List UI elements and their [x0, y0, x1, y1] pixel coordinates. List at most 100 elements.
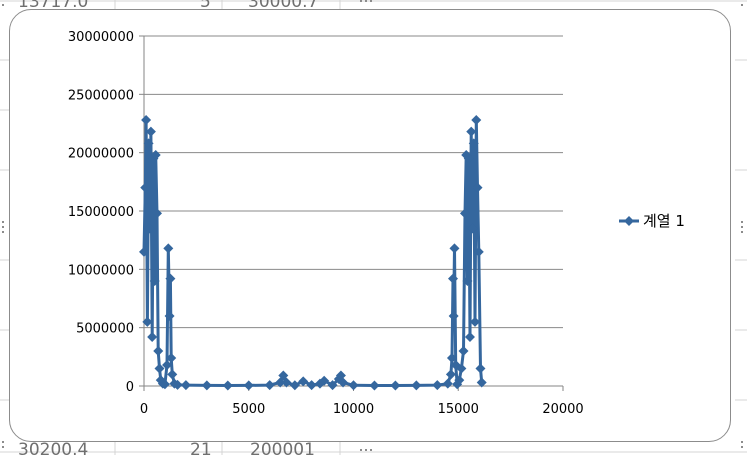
data-point-marker[interactable] [165, 273, 176, 284]
data-point-marker[interactable] [140, 182, 151, 193]
data-point-marker[interactable] [369, 380, 380, 391]
data-point-marker[interactable] [275, 377, 286, 388]
data-point-marker[interactable] [201, 380, 212, 391]
data-point-marker[interactable] [144, 223, 155, 234]
data-point-marker[interactable] [338, 377, 349, 388]
cell-value[interactable]: 21 [190, 440, 212, 455]
data-point-marker[interactable] [145, 126, 156, 137]
y-axis-ticks: 0 5000000 10000000 15000000 20000000 25000000… [68, 30, 144, 395]
data-point-marker[interactable] [281, 377, 292, 388]
data-point-marker[interactable] [348, 380, 359, 391]
data-point-marker[interactable] [448, 273, 459, 284]
resize-handle[interactable] [360, 0, 362, 2]
gridlines [144, 35, 563, 387]
y-tick-label: 30000000 [68, 30, 134, 45]
resize-handle[interactable] [741, 441, 743, 443]
data-point-marker[interactable] [471, 115, 482, 125]
data-point-marker[interactable] [264, 380, 275, 391]
data-point-marker[interactable] [411, 380, 422, 391]
resize-handle[interactable] [370, 0, 372, 2]
data-point-marker[interactable] [458, 346, 469, 356]
data-point-marker[interactable] [464, 332, 475, 342]
data-point-marker[interactable] [143, 138, 154, 149]
data-point-marker[interactable] [166, 353, 177, 363]
data-point-marker[interactable] [167, 369, 178, 380]
legend-marker-icon [619, 215, 639, 226]
resize-handle[interactable] [741, 231, 743, 233]
data-point-marker[interactable] [449, 243, 460, 254]
data-point-marker[interactable] [454, 375, 465, 386]
data-point-marker[interactable] [470, 316, 481, 327]
data-point-marker[interactable] [147, 332, 158, 342]
data-point-marker[interactable] [139, 246, 149, 257]
data-point-marker[interactable] [327, 380, 338, 391]
resize-handle[interactable] [365, 449, 367, 451]
x-tick-label: 15000 [438, 402, 479, 417]
data-point-marker[interactable] [141, 115, 152, 125]
cell-value[interactable]: 30200.4 [18, 440, 88, 455]
data-point-marker[interactable] [390, 380, 401, 391]
data-point-marker[interactable] [456, 363, 467, 374]
y-tick-label: 10000000 [68, 263, 134, 278]
data-point-marker[interactable] [289, 380, 300, 391]
data-point-marker[interactable] [298, 376, 309, 387]
data-point-marker[interactable] [150, 150, 161, 160]
data-point-marker[interactable] [278, 370, 289, 381]
data-point-marker[interactable] [459, 208, 470, 219]
data-point-marker[interactable] [472, 182, 483, 193]
data-point-marker[interactable] [462, 276, 473, 286]
data-point-marker[interactable] [319, 375, 330, 386]
chart-area[interactable] [9, 9, 731, 442]
data-point-marker[interactable] [468, 138, 479, 149]
data-point-marker[interactable] [463, 153, 474, 164]
data-point-marker[interactable] [306, 380, 317, 391]
data-point-marker[interactable] [432, 380, 443, 391]
data-point-marker[interactable] [467, 223, 478, 234]
data-point-marker[interactable] [153, 346, 164, 356]
x-tick-label: 10000 [333, 402, 374, 417]
resize-handle[interactable] [2, 446, 4, 448]
resize-handle[interactable] [2, 441, 4, 443]
resize-handle[interactable] [2, 4, 4, 6]
resize-handle[interactable] [741, 446, 743, 448]
data-point-marker[interactable] [154, 363, 165, 374]
cell-value[interactable]: 200001 [250, 440, 315, 455]
data-point-marker[interactable] [142, 316, 153, 327]
data-point-marker[interactable] [172, 379, 183, 390]
data-point-marker[interactable] [222, 380, 233, 391]
data-point-marker[interactable] [164, 311, 175, 321]
data-point-marker[interactable] [162, 360, 173, 370]
data-point-marker[interactable] [159, 379, 170, 390]
data-point-marker[interactable] [180, 380, 191, 391]
data-point-marker[interactable] [475, 363, 486, 374]
data-point-marker[interactable] [445, 369, 456, 380]
data-point-marker[interactable] [446, 353, 457, 363]
series-line[interactable] [142, 118, 484, 387]
resize-handle[interactable] [360, 449, 362, 451]
legend[interactable]: 계열 1 [618, 210, 685, 231]
resize-handle[interactable] [2, 231, 4, 233]
x-tick-label: 20000 [542, 402, 583, 417]
data-point-marker[interactable] [442, 378, 453, 389]
data-point-marker[interactable] [466, 126, 477, 137]
y-tick-label: 0 [126, 380, 134, 395]
data-point-marker[interactable] [149, 276, 160, 286]
resize-handle[interactable] [2, 221, 4, 223]
resize-handle[interactable] [2, 226, 4, 228]
y-tick-label: 5000000 [76, 322, 134, 337]
resize-handle[interactable] [365, 0, 367, 2]
resize-handle[interactable] [741, 226, 743, 228]
data-point-marker[interactable] [448, 311, 459, 321]
series-layer[interactable] [139, 115, 487, 391]
data-point-marker[interactable] [476, 377, 487, 388]
resize-handle[interactable] [741, 221, 743, 223]
resize-handle[interactable] [741, 4, 743, 6]
data-point-marker[interactable] [163, 243, 174, 254]
data-point-marker[interactable] [151, 208, 162, 219]
x-axis-ticks: 0 5000 10000 15000 20000 [140, 386, 584, 417]
data-point-marker[interactable] [473, 246, 484, 257]
cell-value[interactable]: 5 [200, 0, 211, 12]
resize-handle[interactable] [370, 449, 372, 451]
data-point-marker[interactable] [243, 380, 254, 391]
